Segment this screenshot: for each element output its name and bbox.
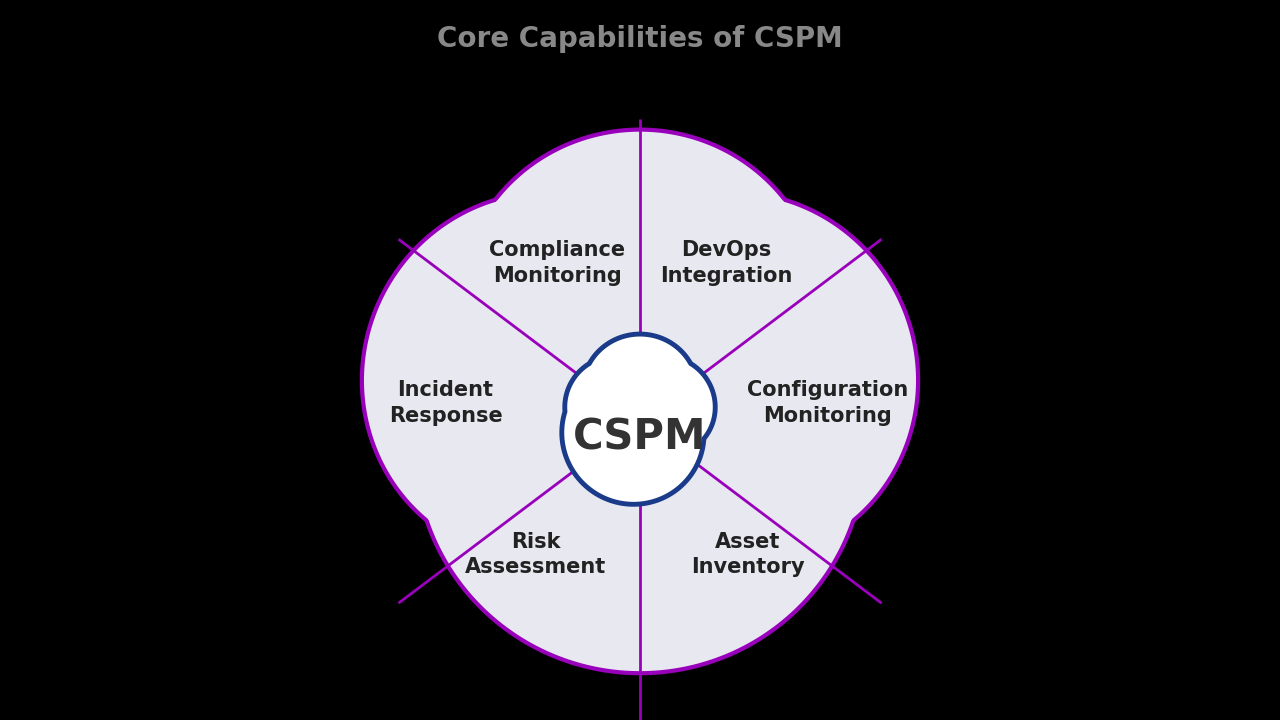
Polygon shape — [562, 334, 716, 504]
Text: Configuration
Monitoring: Configuration Monitoring — [746, 380, 908, 426]
Text: Incident
Response: Incident Response — [389, 380, 503, 426]
Text: DevOps
Integration: DevOps Integration — [660, 240, 792, 286]
Text: Risk
Assessment: Risk Assessment — [465, 531, 607, 577]
Text: CSPM: CSPM — [573, 417, 707, 459]
Text: Asset
Inventory: Asset Inventory — [691, 531, 805, 577]
Polygon shape — [362, 130, 918, 673]
Text: Core Capabilities of CSPM: Core Capabilities of CSPM — [438, 25, 842, 53]
Text: Compliance
Monitoring: Compliance Monitoring — [489, 240, 625, 286]
